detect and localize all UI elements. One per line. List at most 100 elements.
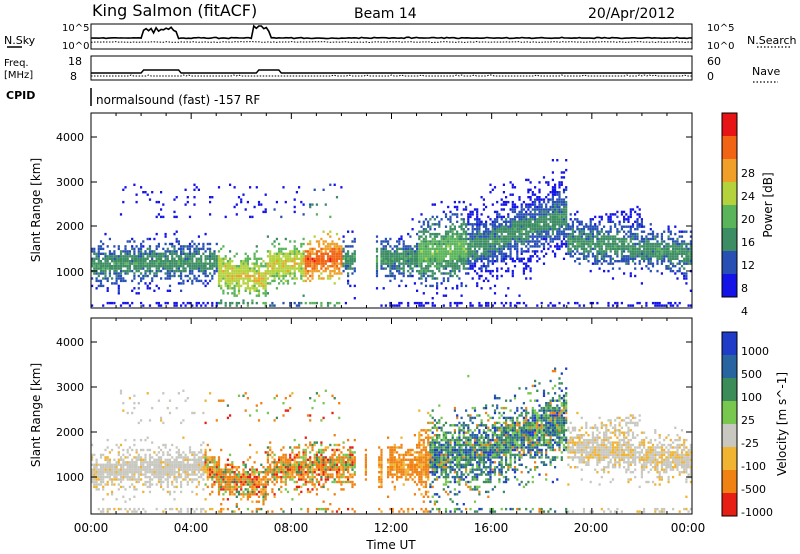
- heatmap-cell: [200, 510, 203, 513]
- heatmap-cell: [469, 265, 472, 268]
- heatmap-cell: [525, 225, 528, 228]
- heatmap-cell: [257, 277, 261, 280]
- heatmap-cell: [253, 493, 256, 496]
- heatmap-cell: [636, 247, 639, 251]
- heatmap-cell: [511, 205, 514, 209]
- heatmap-cell: [168, 262, 172, 265]
- heatmap-cell: [162, 443, 165, 447]
- heatmap-cell: [318, 262, 321, 265]
- heatmap-cell: [485, 255, 488, 258]
- heatmap-cell: [574, 247, 577, 251]
- heatmap-cell: [482, 203, 485, 206]
- heatmap-cell: [600, 230, 603, 233]
- heatmap-cell: [278, 242, 281, 246]
- heatmap-cell: [522, 242, 525, 246]
- heatmap-cell: [175, 196, 178, 199]
- heatmap-cell: [157, 478, 160, 481]
- heatmap-cell: [237, 284, 241, 288]
- heatmap-cell: [122, 485, 125, 489]
- heatmap-cell: [451, 252, 454, 255]
- heatmap-cell: [111, 265, 114, 268]
- heatmap-cell: [148, 262, 152, 265]
- heatmap-cell: [213, 473, 216, 476]
- heatmap-cell: [162, 473, 165, 476]
- heatmap-cell: [536, 260, 539, 263]
- heatmap-cell: [654, 235, 657, 238]
- heatmap-cell: [611, 262, 615, 265]
- heatmap-cell: [349, 262, 352, 265]
- heatmap-cell: [209, 507, 212, 511]
- heatmap-cell: [131, 466, 134, 469]
- heatmap-cell: [200, 466, 203, 469]
- heatmap-cell: [151, 463, 154, 466]
- heatmap-cell: [462, 223, 465, 226]
- heatmap-cell: [605, 213, 608, 216]
- heatmap-cell: [444, 235, 448, 238]
- heatmap-cell: [291, 252, 294, 255]
- heatmap-cell: [456, 252, 459, 255]
- heatmap-cell: [135, 265, 138, 268]
- heatmap-cell: [460, 237, 463, 241]
- heatmap-cell: [480, 274, 483, 278]
- heatmap-cell: [249, 289, 252, 292]
- heatmap-cell: [331, 247, 334, 251]
- heatmap-cell: [304, 269, 307, 273]
- heatmap-cell: [509, 242, 512, 246]
- heatmap-cell: [456, 267, 459, 270]
- heatmap-cell: [643, 257, 646, 260]
- heatmap-cell: [224, 468, 227, 471]
- heatmap-cell: [585, 257, 588, 260]
- heatmap-cell: [520, 250, 523, 253]
- heatmap-cell: [551, 304, 554, 307]
- heatmap-cell: [253, 262, 256, 265]
- heatmap-cell: [104, 475, 107, 479]
- heatmap-cell: [513, 225, 517, 228]
- heatmap-cell: [340, 272, 343, 275]
- heatmap-cell: [131, 473, 134, 476]
- heatmap-cell: [440, 260, 443, 263]
- heatmap-cell: [451, 255, 454, 258]
- heatmap-cell: [188, 277, 192, 280]
- heatmap-cell: [558, 230, 561, 233]
- heatmap-cell: [128, 466, 131, 469]
- heatmap-cell: [177, 255, 180, 258]
- heatmap-cell: [616, 232, 619, 236]
- heatmap-cell: [188, 267, 192, 270]
- heatmap-cell: [140, 186, 143, 189]
- heatmap-cell: [643, 240, 646, 243]
- heatmap-cell: [237, 289, 241, 292]
- heatmap-cell: [193, 183, 196, 186]
- heatmap-cell: [629, 237, 632, 241]
- heatmap-cell: [518, 260, 521, 263]
- heatmap-cell: [422, 240, 425, 243]
- heatmap-cell: [616, 242, 619, 246]
- heatmap-cell: [300, 272, 303, 275]
- heatmap-cell: [224, 485, 227, 489]
- heatmap-cell: [643, 237, 646, 241]
- heatmap-cell: [424, 277, 428, 280]
- heatmap-cell: [269, 446, 272, 449]
- heatmap-cell: [416, 247, 419, 251]
- heatmap-cell: [151, 473, 154, 476]
- heatmap-cell: [193, 262, 196, 265]
- heatmap-cell: [133, 468, 136, 471]
- heatmap-cell: [551, 210, 554, 214]
- heatmap-cell: [431, 215, 434, 219]
- heatmap-cell: [229, 183, 232, 186]
- heatmap-cell: [513, 210, 517, 214]
- heatmap-cell: [623, 255, 626, 258]
- heatmap-cell: [458, 240, 461, 243]
- heatmap-cell: [180, 304, 183, 307]
- heatmap-cell: [260, 257, 263, 260]
- heatmap-cell: [440, 257, 443, 260]
- heatmap-cell: [578, 242, 581, 246]
- heatmap-cell: [551, 178, 554, 182]
- heatmap-cell: [135, 200, 138, 204]
- heatmap-cell: [476, 242, 479, 246]
- heatmap-cell: [329, 235, 332, 238]
- heatmap-cell: [596, 240, 599, 243]
- heatmap-cell: [113, 478, 116, 481]
- heatmap-cell: [255, 483, 258, 486]
- heatmap-cell: [451, 260, 454, 263]
